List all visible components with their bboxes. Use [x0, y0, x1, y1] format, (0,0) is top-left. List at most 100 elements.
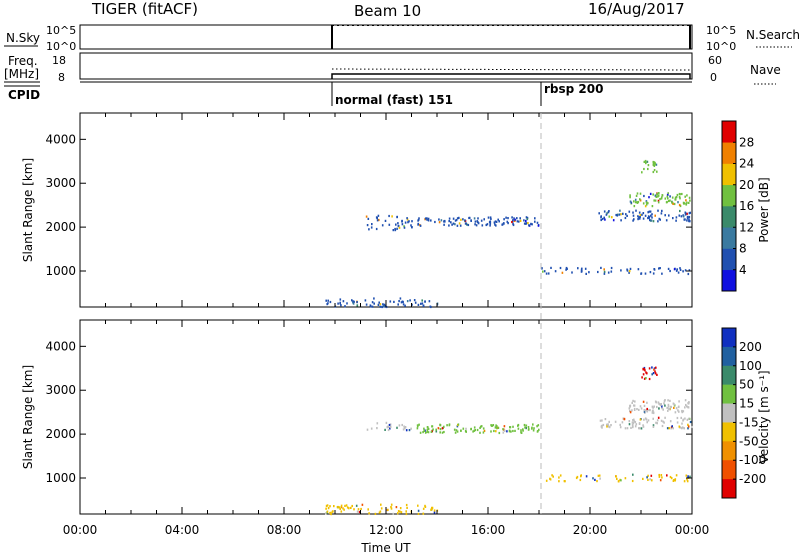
echo-point [677, 409, 679, 412]
echo-point [607, 425, 610, 428]
echo-point [621, 421, 624, 424]
echo-point [649, 210, 652, 213]
echo-point [670, 477, 673, 480]
echo-point [397, 512, 399, 515]
echo-point [637, 218, 639, 221]
echo-point [545, 272, 548, 275]
x-tick-label: 20:00 [573, 523, 608, 537]
echo-point [658, 473, 660, 477]
echo-point [655, 421, 657, 424]
echo-point [480, 425, 482, 428]
echo-point [652, 409, 654, 412]
echo-point [669, 195, 671, 198]
echo-point [650, 219, 653, 222]
echo-point [441, 427, 444, 430]
echo-point [493, 221, 496, 224]
echo-point [652, 424, 655, 427]
echo-point [361, 503, 364, 506]
echo-point [398, 424, 401, 427]
echo-point [646, 407, 648, 411]
echo-point [642, 217, 645, 220]
echo-point [645, 201, 648, 204]
echo-point [495, 220, 498, 223]
echo-point [391, 215, 393, 218]
echo-point [384, 219, 387, 222]
echo-point [496, 425, 498, 428]
echo-point [330, 513, 332, 516]
echo-point [629, 200, 632, 203]
echo-point [374, 512, 377, 515]
echo-point [638, 216, 640, 219]
echo-point [651, 205, 654, 208]
nave-tick-bottom: 0 [710, 71, 717, 84]
echo-point [496, 427, 498, 430]
echo-point [491, 424, 493, 427]
echo-point [655, 195, 657, 198]
echo-point [653, 405, 655, 408]
echo-point [411, 220, 413, 223]
echo-point [422, 304, 425, 307]
echo-point [387, 425, 390, 428]
echo-point [653, 268, 656, 271]
echo-point [439, 431, 441, 434]
echo-point [592, 477, 594, 480]
y-tick-label: 4000 [45, 132, 76, 146]
echo-point [641, 376, 643, 379]
echo-point [342, 300, 345, 303]
echo-point [687, 423, 689, 426]
echo-point [396, 426, 398, 429]
echo-point [381, 305, 383, 309]
echo-point [674, 198, 677, 201]
echo-point [467, 223, 470, 227]
echo-point [365, 303, 368, 306]
echo-point [373, 297, 375, 300]
echo-point [417, 509, 420, 512]
echo-point [651, 373, 653, 376]
echo-point [464, 219, 466, 222]
echo-point [601, 424, 603, 427]
echo-point [656, 419, 659, 422]
echo-point [632, 419, 634, 422]
echo-point [644, 214, 647, 217]
echo-point [689, 199, 691, 202]
echo-point [371, 301, 374, 304]
echo-point [623, 417, 626, 420]
echo-point [648, 408, 650, 412]
echo-point [577, 267, 579, 270]
echo-point [646, 160, 649, 163]
echo-point [435, 428, 437, 431]
echo-point [483, 429, 486, 432]
echo-point [489, 216, 492, 219]
echo-point [519, 217, 521, 220]
echo-point [668, 407, 670, 411]
echo-point [532, 423, 534, 426]
echo-point [525, 216, 528, 219]
echo-point [647, 211, 649, 214]
echo-point [686, 405, 688, 408]
echo-point [688, 401, 690, 404]
echo-point [687, 427, 689, 430]
echo-point [677, 405, 680, 409]
echo-point [642, 367, 644, 370]
echo-point [634, 425, 637, 428]
echo-point [679, 209, 681, 213]
echo-point [426, 217, 428, 220]
echo-point [603, 216, 605, 219]
echo-point [674, 411, 677, 414]
echo-point [575, 476, 578, 480]
echo-point [643, 368, 646, 371]
echo-point [455, 429, 458, 432]
echo-point [682, 410, 685, 413]
x-tick-label: 16:00 [471, 523, 506, 537]
echo-point [524, 426, 526, 429]
echo-point [533, 427, 535, 430]
echo-point [620, 479, 622, 482]
echo-point [657, 195, 659, 198]
echo-point [688, 215, 691, 219]
echo-point [536, 221, 539, 224]
echo-point [373, 302, 375, 305]
echo-point [455, 218, 458, 222]
echo-point [460, 218, 462, 221]
echo-point [394, 229, 397, 232]
echo-point [633, 218, 635, 221]
